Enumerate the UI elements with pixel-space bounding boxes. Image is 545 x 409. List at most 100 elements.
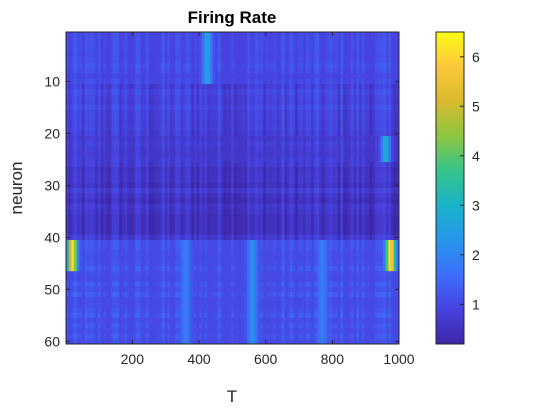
heatmap-cell xyxy=(113,234,118,241)
heatmap-cell xyxy=(212,37,216,43)
heatmap-cell xyxy=(228,110,232,116)
heatmap-cell xyxy=(225,172,229,178)
heatmap-cell xyxy=(204,224,208,230)
heatmap-cell xyxy=(172,224,176,230)
heatmap-cell xyxy=(305,136,309,142)
heatmap-cell xyxy=(148,156,152,163)
heatmap-cell xyxy=(375,78,379,85)
heatmap-cell xyxy=(348,120,352,126)
heatmap-cell xyxy=(212,63,216,69)
heatmap-cell xyxy=(335,68,339,74)
heatmap-cell xyxy=(76,167,80,173)
heatmap-cell xyxy=(337,136,341,142)
heatmap-cell xyxy=(265,130,269,137)
heatmap-cell xyxy=(81,136,86,142)
heatmap-cell xyxy=(271,73,275,80)
heatmap-cell xyxy=(183,203,187,210)
heatmap-cell xyxy=(108,63,112,69)
heatmap-cell xyxy=(132,146,136,152)
heatmap-cell xyxy=(367,177,371,184)
heatmap-cell xyxy=(375,73,379,80)
heatmap-cell xyxy=(260,73,264,80)
heatmap-cell xyxy=(127,47,131,54)
heatmap-cell xyxy=(143,89,147,95)
heatmap-cell xyxy=(257,115,261,121)
heatmap-cell xyxy=(193,208,197,215)
heatmap-cell xyxy=(135,172,139,178)
heatmap-cell xyxy=(127,32,131,38)
heatmap-cell xyxy=(135,68,139,74)
heatmap-cell xyxy=(161,141,165,147)
heatmap-cell xyxy=(95,177,99,184)
heatmap-cell xyxy=(359,193,363,199)
heatmap-cell xyxy=(132,78,136,85)
heatmap-cell xyxy=(108,167,112,173)
heatmap-cell xyxy=(100,84,104,90)
heatmap-cell xyxy=(113,182,118,189)
heatmap-cell xyxy=(92,115,96,121)
heatmap-cell xyxy=(316,47,320,54)
heatmap-cell xyxy=(231,182,235,189)
heatmap-cell xyxy=(180,89,184,95)
heatmap-cell xyxy=(148,224,152,230)
heatmap-cell xyxy=(71,182,75,189)
heatmap-cell xyxy=(391,99,395,106)
heatmap-cell xyxy=(119,130,123,137)
heatmap-cell xyxy=(220,234,224,241)
heatmap-cell xyxy=(145,104,149,111)
heatmap-cell xyxy=(92,141,96,147)
heatmap-cell xyxy=(196,182,200,189)
heatmap-cell xyxy=(116,68,120,74)
heatmap-cell xyxy=(215,68,219,74)
heatmap-cell xyxy=(145,42,149,48)
heatmap-cell xyxy=(321,73,325,80)
heatmap-cell xyxy=(388,198,392,204)
heatmap-cell xyxy=(108,136,112,142)
heatmap-cell xyxy=(241,120,245,126)
heatmap-cell xyxy=(380,52,384,59)
heatmap-cell xyxy=(311,151,315,158)
heatmap-cell xyxy=(292,224,296,230)
heatmap-cell xyxy=(335,172,339,178)
heatmap-cell xyxy=(161,172,165,178)
heatmap-cell xyxy=(105,125,110,132)
heatmap-cell xyxy=(396,89,400,95)
heatmap-cell xyxy=(167,198,171,204)
heatmap-cell xyxy=(84,141,88,147)
heatmap-cell xyxy=(103,203,107,210)
heatmap-cell xyxy=(276,120,280,126)
heatmap-cell xyxy=(161,130,165,137)
heatmap-cell xyxy=(228,125,232,132)
heatmap-cell xyxy=(177,115,181,121)
heatmap-cell xyxy=(199,188,203,194)
heatmap-cell xyxy=(321,120,325,126)
heatmap-cell xyxy=(255,130,259,137)
heatmap-cell xyxy=(353,198,357,204)
heatmap-cell xyxy=(353,146,357,152)
heatmap-cell xyxy=(247,78,251,85)
heatmap-cell xyxy=(244,78,248,85)
heatmap-cell xyxy=(127,162,131,168)
heatmap-cell xyxy=(76,68,80,74)
heatmap-cell xyxy=(183,229,187,236)
heatmap-cell xyxy=(156,151,160,158)
heatmap-cell xyxy=(209,162,213,168)
heatmap-cell xyxy=(303,208,307,215)
heatmap-cell xyxy=(249,172,253,178)
heatmap-cell xyxy=(151,146,155,152)
heatmap-cell xyxy=(348,42,352,48)
heatmap-cell xyxy=(265,162,269,168)
heatmap-cell xyxy=(113,58,118,64)
heatmap-cell xyxy=(140,104,144,111)
heatmap-cell xyxy=(164,104,168,111)
heatmap-cell xyxy=(332,37,336,43)
heatmap-cell xyxy=(191,99,195,106)
heatmap-cell xyxy=(220,104,224,111)
heatmap-cell xyxy=(66,37,70,43)
heatmap-cell xyxy=(305,234,309,241)
heatmap-cell xyxy=(351,219,355,225)
heatmap-cell xyxy=(66,42,70,48)
heatmap-cell xyxy=(183,115,187,121)
heatmap-cell xyxy=(153,162,157,168)
heatmap-cell xyxy=(188,214,192,220)
